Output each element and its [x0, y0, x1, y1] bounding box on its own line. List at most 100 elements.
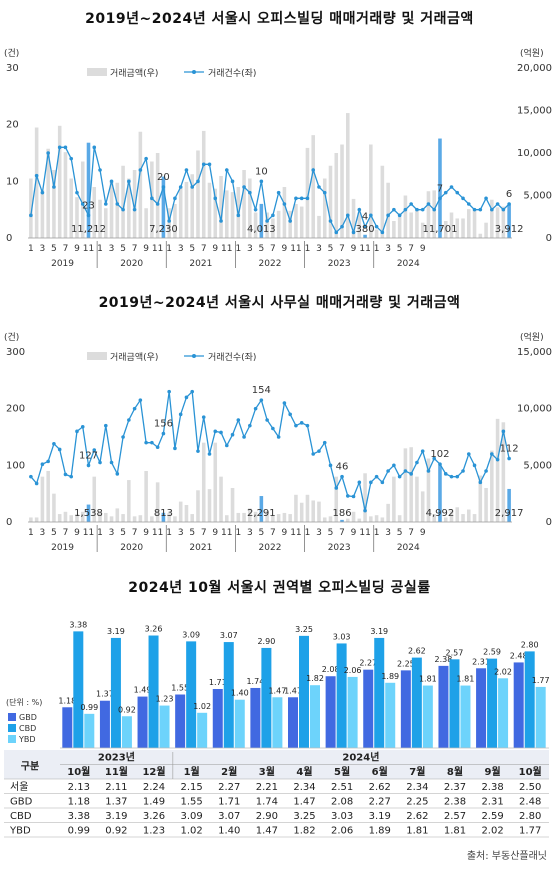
legend-swatch-amount [87, 352, 107, 360]
month-tick-label: 5 [258, 244, 264, 254]
amount-bar [466, 509, 471, 522]
month-tick-label: 3 [40, 528, 46, 538]
gbd-bar [513, 662, 524, 748]
vacancy-rate-chart: (단위 : %) GBD CBD YBD 1.18 1.37 1.49 1.55 1.71 1.7… [4, 620, 550, 838]
month-tick-label: 1 [305, 244, 311, 254]
amount-bar [207, 182, 212, 238]
gbd-bar [325, 676, 336, 748]
count-data-label: 102 [430, 449, 449, 460]
count-point [132, 207, 137, 212]
table-month-header: 10월 [67, 766, 90, 778]
table-cell: 2.62 [369, 782, 391, 793]
count-point [294, 196, 298, 201]
count-point [386, 469, 390, 473]
legend-label: GBD [19, 713, 37, 722]
count-point [242, 185, 246, 189]
amount-bar [46, 471, 50, 522]
count-point [115, 472, 120, 476]
month-tick-label: 9 [143, 528, 149, 538]
count-point [357, 207, 362, 212]
count-point [461, 196, 465, 201]
amount-bar [57, 514, 62, 522]
count-point [138, 398, 143, 402]
amount-bar [29, 517, 33, 522]
amount-bar [75, 197, 79, 238]
cbd-value-label: 3.19 [370, 627, 388, 636]
amount-bar [345, 518, 350, 522]
amount-bar [69, 515, 74, 522]
count-point [432, 207, 437, 212]
amount-bar [490, 450, 494, 522]
amount-bar [132, 170, 137, 238]
count-data-label: 154 [252, 385, 271, 396]
count-point [98, 460, 102, 465]
count-point [63, 145, 68, 150]
count-point [374, 224, 379, 229]
ybd-value-label: 0.99 [80, 703, 98, 712]
count-point [443, 472, 448, 476]
month-tick-label: 11 [83, 528, 94, 538]
count-point [224, 443, 229, 448]
cbd-value-label: 3.26 [145, 625, 163, 634]
month-tick-label: 11 [83, 244, 94, 254]
table-month-header: 12월 [142, 766, 165, 778]
left-tick-label: 20 [6, 120, 19, 131]
month-tick-label: 7 [63, 244, 69, 254]
ybd-value-label: 1.77 [532, 676, 550, 685]
month-tick-label: 5 [328, 528, 334, 538]
year-label: 2019 [51, 259, 74, 269]
highlight-amount-bar [161, 176, 166, 238]
table-month-header: 5월 [334, 766, 350, 778]
count-point [190, 185, 195, 189]
highlight-amount-bar [161, 512, 166, 522]
count-data-label: 127 [79, 450, 98, 461]
amount-bar [369, 144, 373, 238]
count-point [351, 230, 356, 235]
count-point [69, 156, 74, 161]
count-data-label: 10 [255, 166, 268, 177]
amount-bar [432, 514, 437, 522]
amount-data-label: 3,912 [495, 224, 524, 235]
count-point [271, 213, 275, 218]
count-point [282, 202, 287, 206]
table-cell: 2.13 [68, 782, 90, 793]
highlight-amount-bar [86, 142, 91, 238]
amount-bar [115, 182, 120, 238]
amount-bar [472, 514, 477, 522]
count-point [478, 480, 483, 485]
count-point [207, 452, 212, 456]
month-tick-label: 1 [374, 244, 380, 254]
count-point [490, 207, 494, 212]
cbd-bar [223, 642, 234, 748]
left-unit-label: (건) [4, 48, 19, 59]
amount-bar [230, 192, 235, 238]
highlight-amount-bar [259, 203, 264, 238]
count-point [150, 196, 154, 201]
table-cell: 3.09 [181, 811, 203, 822]
count-point [438, 196, 442, 201]
cbd-bar [261, 647, 272, 748]
amount-bar [242, 170, 246, 238]
table-month-header: 1월 [184, 766, 200, 778]
count-point [507, 202, 511, 206]
gbd-value-label: 1.71 [209, 678, 227, 687]
table-cell: 2.38 [481, 782, 503, 793]
cbd-value-label: 2.57 [446, 648, 464, 657]
count-point [75, 190, 79, 195]
right-tick-label: 20,000 [517, 63, 552, 74]
amount-data-label: 2,291 [247, 508, 276, 519]
amount-bar [443, 221, 448, 238]
amount-bar [150, 516, 154, 522]
amount-bar [230, 488, 235, 522]
cbd-value-label: 2.80 [521, 640, 539, 649]
month-tick-label: 7 [132, 528, 138, 538]
amount-bar [495, 207, 500, 238]
source-note: 출처: 부동산플래닛 [466, 851, 547, 862]
count-point [351, 494, 356, 499]
amount-bar [415, 476, 419, 522]
count-point [224, 168, 229, 172]
amount-bar [294, 494, 298, 522]
table-row-label: CBD [10, 811, 32, 822]
month-tick-label: 7 [408, 528, 414, 538]
cbd-bar [299, 635, 309, 748]
